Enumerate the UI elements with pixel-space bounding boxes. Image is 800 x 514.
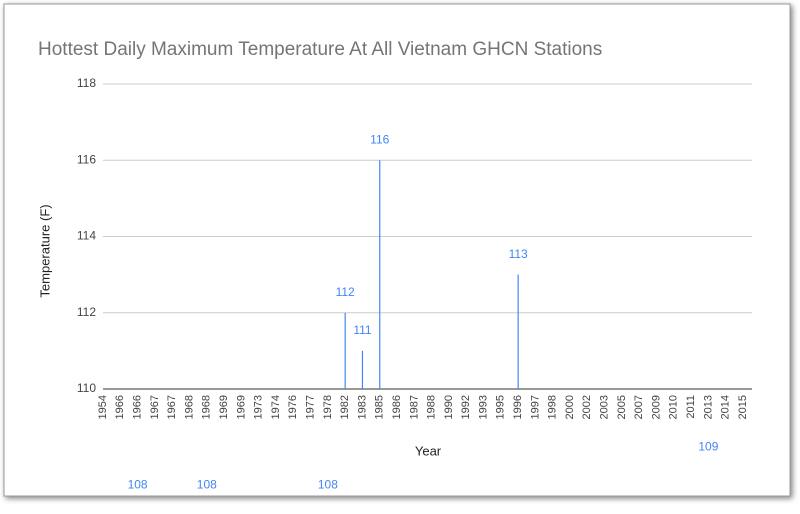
x-tick-label: 1973 bbox=[253, 395, 265, 419]
x-axis-label: Year bbox=[415, 443, 442, 458]
x-tick-label: 1993 bbox=[477, 395, 489, 419]
value-label: 108 bbox=[197, 477, 217, 491]
value-label: 109 bbox=[698, 439, 718, 453]
x-tick-label: 1982 bbox=[339, 395, 351, 419]
x-tick-label: 2014 bbox=[720, 395, 732, 419]
x-tick-label: 1996 bbox=[512, 395, 524, 419]
x-tick-label: 1967 bbox=[166, 395, 178, 419]
value-label: 111 bbox=[353, 323, 372, 337]
value-label: 113 bbox=[509, 247, 528, 261]
x-tick-label: 2009 bbox=[650, 395, 662, 419]
x-tick-label: 2002 bbox=[581, 395, 593, 419]
x-tick-label: 1995 bbox=[495, 395, 507, 419]
x-tick-label: 1977 bbox=[304, 395, 316, 419]
x-tick-label: 1985 bbox=[374, 395, 386, 419]
value-label: 116 bbox=[370, 132, 389, 146]
plot: 110 112 114 116 118 1954 1966 1966 108 1967 1967 19… bbox=[77, 76, 752, 491]
x-tick-label: 1990 bbox=[443, 395, 455, 419]
x-tick-label: 2007 bbox=[633, 395, 645, 419]
x-tick-label: 1968 bbox=[201, 395, 213, 419]
x-tick-label: 1983 bbox=[356, 395, 368, 419]
x-tick-label: 1967 bbox=[149, 395, 161, 419]
x-tick-label: 1969 bbox=[218, 395, 230, 419]
value-label: 108 bbox=[318, 477, 338, 491]
x-tick-label: 2005 bbox=[616, 395, 628, 419]
x-tick-label: 1992 bbox=[460, 395, 472, 419]
x-tick-label: 1978 bbox=[322, 395, 334, 419]
x-tick-label: 2015 bbox=[737, 395, 749, 419]
x-tick-label: 1966 bbox=[132, 395, 144, 419]
x-tick-label: 1987 bbox=[408, 395, 420, 419]
y-tick-label: 114 bbox=[77, 229, 96, 243]
x-tick-label: 1954 bbox=[97, 395, 109, 419]
y-tick-label: 118 bbox=[77, 76, 96, 90]
x-tick-label: 2003 bbox=[599, 395, 611, 419]
x-tick-label: 1986 bbox=[391, 395, 403, 419]
y-tick-label: 112 bbox=[77, 305, 96, 319]
y-axis-label: Temperature (F) bbox=[37, 204, 52, 297]
y-tick-label: 116 bbox=[77, 152, 96, 166]
x-tick-label: 1974 bbox=[270, 395, 282, 419]
value-label: 112 bbox=[336, 285, 355, 299]
x-tick-label: 1997 bbox=[529, 395, 541, 419]
value-label: 108 bbox=[128, 477, 148, 491]
x-tick-label: 1998 bbox=[547, 395, 559, 419]
y-tick-label: 110 bbox=[77, 381, 96, 395]
x-tick-label: 1976 bbox=[287, 395, 299, 419]
x-tick-label: 2010 bbox=[668, 395, 680, 419]
x-tick-label: 1988 bbox=[426, 395, 438, 419]
x-tick-label: 2000 bbox=[564, 395, 576, 419]
x-tick-label: 1966 bbox=[114, 395, 126, 419]
x-tick-label: 2011 bbox=[685, 395, 697, 419]
chart-title: Hottest Daily Maximum Temperature At All… bbox=[38, 39, 602, 60]
x-tick-label: 2013 bbox=[702, 395, 714, 419]
x-tick-label: 1968 bbox=[183, 395, 195, 419]
x-tick-label: 1969 bbox=[235, 395, 247, 419]
card bbox=[3, 3, 791, 497]
